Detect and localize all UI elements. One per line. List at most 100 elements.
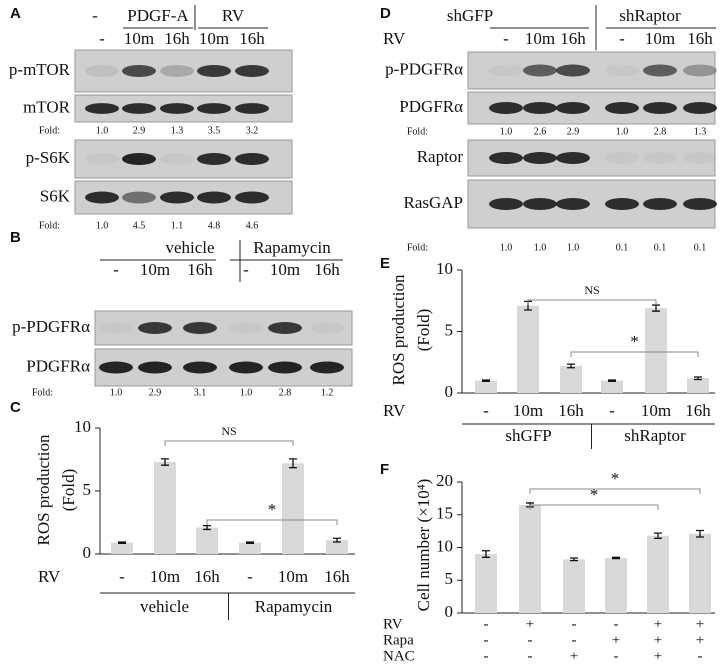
blot-band	[99, 361, 133, 374]
error-bar	[482, 550, 490, 558]
fold-value: 3.2	[246, 125, 259, 136]
blot-band	[235, 103, 269, 114]
panel-label: A	[10, 5, 21, 22]
bar	[282, 463, 304, 554]
row-label: RV	[38, 567, 61, 586]
blot-band	[229, 322, 263, 334]
group-label: shRaptor	[624, 426, 686, 445]
blot-band	[523, 152, 557, 164]
significance-label: *	[268, 500, 277, 519]
condition-mark: +	[526, 616, 534, 632]
y-tick-label: 0	[445, 602, 454, 621]
group-header: Rapamycin	[253, 238, 331, 257]
error-bar	[567, 363, 575, 369]
blot-row-label: Raptor	[417, 147, 464, 166]
bar	[645, 308, 667, 393]
blot-band	[122, 103, 156, 114]
y-tick-label: 15	[436, 504, 453, 523]
blot-band	[605, 152, 639, 164]
condition-mark: +	[612, 632, 620, 648]
fold-value: 2.9	[149, 387, 162, 398]
condition-mark: -	[614, 648, 619, 664]
group-header: shRaptor	[619, 6, 681, 25]
y-axis-label: (Fold)	[414, 309, 433, 352]
fold-value: 2.8	[654, 126, 667, 137]
significance-bracket	[164, 440, 294, 446]
error-bar	[203, 525, 211, 531]
blot-band	[268, 322, 302, 334]
group-label: shGFP	[505, 426, 551, 445]
bar	[196, 527, 218, 554]
lane-label: -	[99, 29, 105, 48]
blot-band	[85, 103, 119, 114]
lane-label: 10m	[525, 29, 555, 48]
group-label: Rapamycin	[255, 597, 333, 616]
y-tick-label: 5	[83, 480, 92, 499]
blot-band	[122, 153, 156, 165]
blot-band	[523, 198, 557, 210]
blot-band	[556, 198, 590, 210]
blot-row-label: RasGAP	[403, 193, 463, 212]
blot-band	[556, 64, 590, 77]
lane-label: -	[113, 260, 119, 279]
blot-band	[489, 64, 523, 77]
fold-value: 1.0	[534, 242, 547, 253]
bar	[239, 542, 261, 554]
blot-band	[85, 153, 119, 165]
blot-band	[683, 102, 717, 114]
lane-label: 16h	[560, 29, 586, 48]
fold-value: 1.0	[616, 126, 629, 137]
lane-label: 10m	[270, 260, 300, 279]
significance-label: *	[630, 332, 639, 351]
fold-label: Fold:	[32, 387, 53, 398]
fold-value: 4.5	[133, 220, 146, 231]
blot-band	[85, 65, 119, 77]
fold-value: 1.0	[567, 242, 580, 253]
significance-label: NS	[584, 283, 599, 297]
group-header: RV	[222, 6, 245, 25]
condition-mark: -	[484, 616, 489, 632]
x-tick-label: -	[119, 567, 125, 586]
condition-mark: -	[698, 648, 703, 664]
error-bar	[246, 541, 254, 544]
panel-label: F	[380, 461, 389, 478]
group-header: vehicle	[165, 238, 214, 257]
blot-row-label: p-PDGFRα	[385, 59, 463, 78]
fold-value: 1.3	[171, 125, 184, 136]
bar	[475, 380, 497, 393]
blot-band	[99, 322, 133, 334]
panel-label: E	[380, 255, 390, 272]
blot-band	[556, 152, 590, 164]
bar	[689, 533, 711, 613]
lane-row-label: RV	[383, 29, 406, 48]
fold-value: 1.0	[500, 242, 513, 253]
condition-name: NAC	[383, 648, 415, 664]
blot-band	[556, 102, 590, 114]
condition-mark: -	[528, 648, 533, 664]
error-bar	[696, 529, 704, 538]
error-bar	[612, 556, 620, 560]
blot-band	[160, 191, 194, 204]
fold-label: Fold:	[407, 126, 428, 137]
y-tick-label: 0	[445, 382, 454, 401]
condition-mark: -	[528, 632, 533, 648]
fold-value: 1.1	[171, 220, 184, 231]
condition-mark: -	[484, 648, 489, 664]
blot-band	[605, 64, 639, 77]
error-bar	[694, 376, 702, 381]
blot-band	[310, 361, 344, 374]
blot-band	[489, 198, 523, 210]
fold-value: 3.1	[194, 387, 207, 398]
fold-value: 1.0	[96, 220, 109, 231]
blot-row-label: PDGFRα	[26, 356, 90, 375]
blot-band	[160, 65, 194, 77]
row-label: RV	[383, 401, 406, 420]
y-tick-label: 10	[436, 536, 453, 555]
condition-mark: +	[696, 616, 704, 632]
blot-band	[197, 65, 231, 77]
blot-band	[85, 191, 119, 204]
y-axis-label: ROS production	[389, 274, 408, 385]
blot-band	[235, 65, 269, 77]
blot-band	[122, 65, 156, 77]
x-tick-label: -	[247, 567, 253, 586]
